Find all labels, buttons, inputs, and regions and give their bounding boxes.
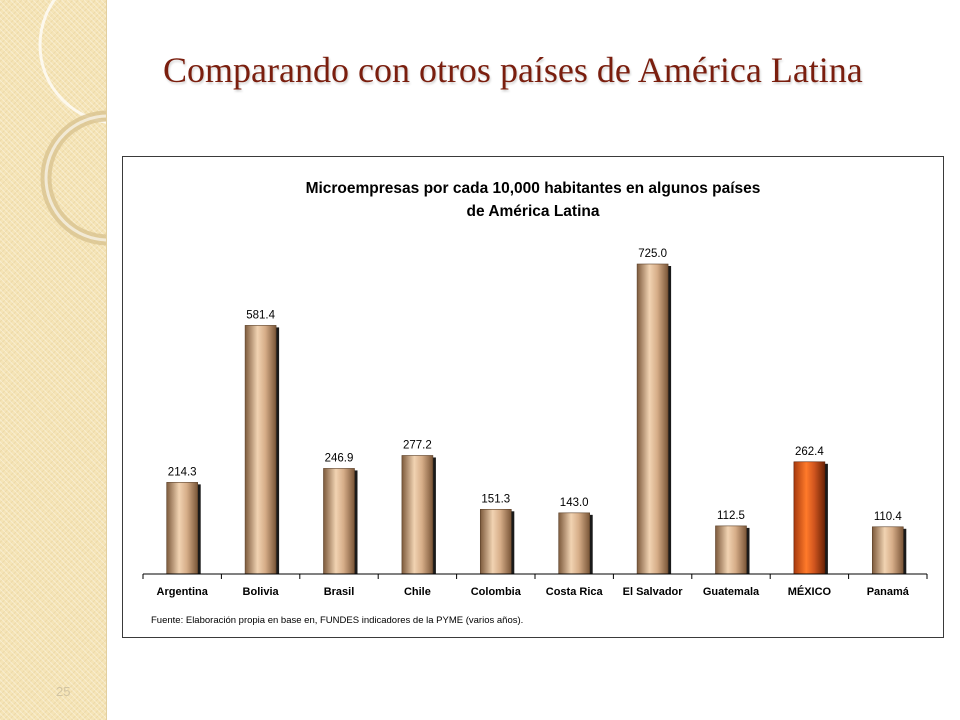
bar [479, 509, 512, 575]
category-label: El Salvador [623, 586, 684, 598]
bar-value-label: 262.4 [795, 446, 824, 458]
bar [166, 482, 199, 575]
bar [244, 325, 277, 575]
decorative-sidebar [0, 0, 107, 720]
bar [401, 455, 434, 575]
category-label: Costa Rica [546, 586, 604, 598]
source-note: Fuente: Elaboración propia en base en, F… [151, 615, 523, 626]
bar-value-label: 214.3 [168, 466, 197, 478]
category-label: Argentina [157, 586, 209, 598]
category-label: Guatemala [703, 586, 760, 598]
bar [636, 263, 669, 575]
page-title: Comparando con otros países de América L… [163, 50, 863, 90]
category-label: Panamá [867, 586, 910, 598]
bar-value-label: 143.0 [560, 497, 589, 509]
bar-value-label: 151.3 [481, 493, 510, 505]
slide-number: 25 [56, 684, 71, 699]
bar-value-label: 246.9 [325, 452, 354, 464]
bar-value-label: 112.5 [717, 510, 745, 522]
bar-highlighted [793, 461, 826, 575]
bar-value-label: 581.4 [246, 309, 275, 321]
category-label: Bolivia [243, 586, 280, 598]
category-label: Colombia [471, 586, 522, 598]
chart-title-line-1: Microempresas por cada 10,000 habitantes… [306, 180, 761, 197]
bar [323, 468, 355, 575]
x-axis-ticks [142, 574, 928, 579]
bar [715, 525, 747, 575]
category-label: Brasil [324, 586, 355, 598]
decorative-rings [38, 0, 106, 246]
x-axis-labels: Argentina Bolivia Brasil Chile Colombia Costa… [157, 585, 910, 598]
category-label: MÉXICO [788, 585, 832, 598]
bar [558, 512, 591, 575]
bar-value-label: 110.4 [874, 511, 903, 523]
chart-title-line-2: de América Latina [467, 203, 600, 220]
chart-frame: Microempresas por cada 10,000 habitantes… [122, 156, 944, 638]
bar-value-label: 725.0 [638, 248, 667, 260]
bar [871, 526, 904, 575]
bar-value-label: 277.2 [403, 439, 432, 451]
bar-chart: Microempresas por cada 10,000 habitantes… [142, 180, 928, 626]
bar-series: 214.3 581.4 246.9 277.2 151.3 143.0 725.0 112.5… [166, 248, 907, 575]
category-label: Chile [404, 586, 431, 598]
